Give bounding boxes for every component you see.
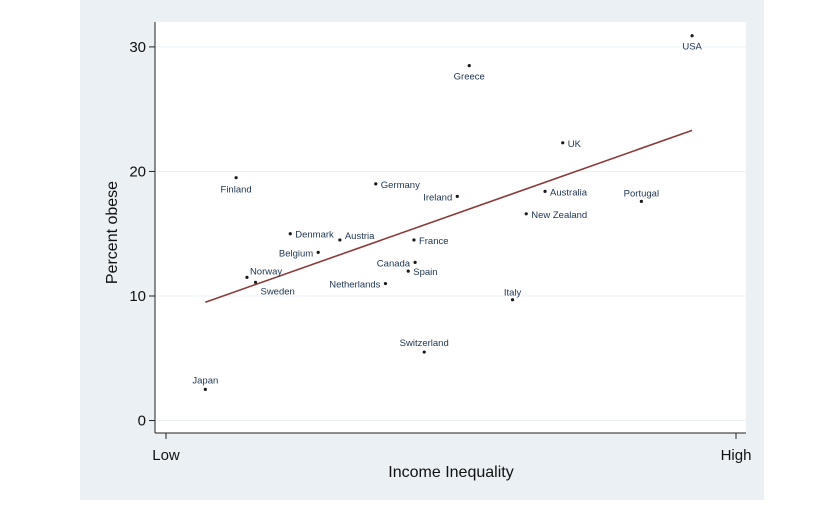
- data-point-france: France: [412, 236, 449, 247]
- point-marker: [234, 176, 238, 180]
- point-label: Italy: [504, 288, 522, 299]
- data-point-germany: Germany: [374, 180, 420, 191]
- data-point-portugal: Portugal: [624, 188, 659, 203]
- fit-line: [205, 129, 693, 303]
- point-label: Australia: [550, 187, 588, 198]
- data-point-new-zealand: New Zealand: [524, 210, 587, 221]
- point-marker: [338, 238, 342, 242]
- point-marker: [288, 232, 292, 236]
- data-point-switzerland: Switzerland: [400, 338, 449, 354]
- point-marker: [467, 63, 471, 68]
- y-tick-label: 30: [129, 39, 146, 56]
- point-marker: [422, 350, 426, 354]
- point-label: Portugal: [624, 188, 659, 199]
- y-tick-label: 0: [138, 413, 146, 430]
- data-point-usa: USA: [682, 34, 703, 53]
- x-tick-label: Low: [152, 447, 180, 464]
- point-label: Netherlands: [329, 280, 380, 291]
- data-point-norway: Norway: [245, 266, 282, 279]
- point-label: USA: [682, 42, 702, 53]
- data-point-belgium: Belgium: [279, 248, 320, 259]
- point-label: Belgium: [279, 248, 313, 259]
- point-label: France: [419, 236, 449, 247]
- point-marker: [639, 199, 643, 203]
- fit-line-group: [205, 129, 693, 303]
- point-label: Spain: [413, 267, 437, 278]
- point-marker: [510, 298, 515, 302]
- point-label: Austria: [345, 231, 375, 242]
- data-point-austria: Austria: [338, 231, 375, 242]
- point-label: Norway: [250, 266, 282, 277]
- x-tick-label: High: [721, 447, 752, 464]
- plot-area: [155, 22, 746, 433]
- point-marker: [406, 269, 410, 273]
- point-marker: [383, 281, 388, 286]
- point-label: Finland: [221, 185, 252, 196]
- axes: 0 10 20 30 Low High: [129, 22, 751, 464]
- data-point-ireland: Ireland: [423, 192, 459, 203]
- point-label: Greece: [454, 72, 485, 83]
- point-marker: [543, 189, 547, 193]
- y-axis-title: Percent obese: [104, 181, 121, 284]
- point-label: Germany: [381, 180, 420, 191]
- data-point-finland: Finland: [221, 176, 252, 196]
- point-marker: [524, 212, 528, 216]
- data-point-japan: Japan: [192, 375, 218, 392]
- point-label: UK: [568, 139, 582, 150]
- point-marker: [253, 280, 258, 284]
- point-label: New Zealand: [531, 210, 587, 221]
- point-label: Ireland: [423, 192, 452, 203]
- y-tick-label: 20: [129, 163, 146, 180]
- data-point-uk: UK: [561, 139, 582, 150]
- data-point-netherlands: Netherlands: [329, 280, 388, 291]
- data-point-canada: Canada: [377, 258, 417, 269]
- point-label: Switzerland: [400, 338, 449, 349]
- data-point-greece: Greece: [454, 63, 485, 83]
- data-point-italy: Italy: [504, 288, 522, 302]
- point-label: Japan: [192, 375, 218, 386]
- point-label: Canada: [377, 258, 411, 269]
- point-label: Denmark: [295, 230, 334, 241]
- point-marker: [690, 34, 694, 38]
- point-marker: [412, 238, 416, 242]
- point-marker: [374, 182, 378, 186]
- point-label: Sweden: [260, 286, 294, 297]
- point-marker: [316, 250, 320, 255]
- point-marker: [203, 387, 207, 392]
- data-point-australia: Australia: [543, 187, 588, 198]
- point-marker: [455, 194, 459, 198]
- data-point-denmark: Denmark: [288, 230, 334, 241]
- gridlines: [155, 46, 746, 422]
- data-point-sweden: Sweden: [253, 280, 295, 297]
- y-tick-label: 10: [129, 288, 146, 305]
- point-marker: [561, 141, 565, 145]
- point-marker: [245, 275, 249, 279]
- data-point-spain: Spain: [406, 267, 438, 278]
- x-axis-title: Income Inequality: [388, 464, 513, 481]
- point-marker: [413, 260, 417, 264]
